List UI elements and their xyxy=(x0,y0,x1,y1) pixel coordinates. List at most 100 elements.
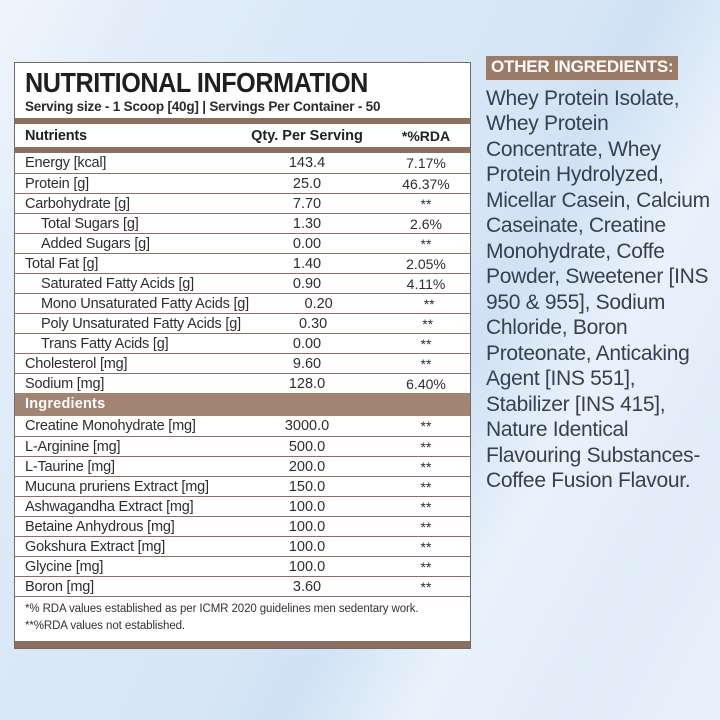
cell-qty-per-serving: 200.0 xyxy=(288,458,326,475)
other-ingredients-panel: OTHER INGREDIENTS: Whey Protein Isolate,… xyxy=(486,56,716,494)
cell-rda-percent: ** xyxy=(420,235,432,252)
cell-qty-per-serving: 9.60 xyxy=(292,355,322,372)
cell-rda-percent: ** xyxy=(420,458,432,475)
other-ingredients-heading: OTHER INGREDIENTS: xyxy=(486,56,679,80)
cell-qty-per-serving: 0.00 xyxy=(292,335,322,352)
ingredients-rows: Creatine Monohydrate [mg] 3000.0 ** L-Argin… xyxy=(15,416,470,596)
cell-qty-per-serving: 25.0 xyxy=(292,175,322,192)
table-row: L-Taurine [mg] 200.0 ** xyxy=(15,456,470,476)
table-row: Carbohydrate [g] 7.70 ** xyxy=(15,193,470,213)
cell-rda-percent: ** xyxy=(420,498,432,515)
cell-rda-percent: ** xyxy=(420,538,432,555)
cell-qty-per-serving: 3.60 xyxy=(292,578,322,595)
cell-nutrient-name: Energy [kcal] xyxy=(25,155,107,172)
cell-rda-percent: 2.6% xyxy=(410,215,442,232)
cell-rda-percent: ** xyxy=(420,335,432,352)
cell-qty-per-serving: 100.0 xyxy=(288,498,326,515)
cell-nutrient-name: Poly Unsaturated Fatty Acids [g] xyxy=(41,315,241,332)
nutrients-rows: Energy [kcal] 143.4 7.17% Protein [g] 25.0 46… xyxy=(15,153,470,393)
cell-rda-percent: ** xyxy=(420,438,432,455)
cell-nutrient-name: L-Taurine [mg] xyxy=(25,458,115,475)
cell-rda-percent: ** xyxy=(420,418,432,435)
table-row: Glycine [mg] 100.0 ** xyxy=(15,556,470,576)
divider-bar-under-header xyxy=(15,147,470,154)
cell-rda-percent: 6.40% xyxy=(406,375,446,392)
divider-bar-top xyxy=(15,118,470,125)
cell-nutrient-name: Saturated Fatty Acids [g] xyxy=(41,275,194,292)
table-row: Gokshura Extract [mg] 100.0 ** xyxy=(15,536,470,556)
cell-nutrient-name: Gokshura Extract [mg] xyxy=(25,538,166,555)
cell-nutrient-name: Added Sugars [g] xyxy=(41,235,150,252)
cell-nutrient-name: Total Sugars [g] xyxy=(41,215,139,232)
col-header-qty-per-serving: Qty. Per Serving xyxy=(251,127,363,144)
col-header-rda: *%RDA xyxy=(401,127,451,144)
divider-bar-bottom xyxy=(15,640,470,648)
cell-nutrient-name: Carbohydrate [g] xyxy=(25,195,130,212)
cell-qty-per-serving: 150.0 xyxy=(288,478,326,495)
cell-nutrient-name: Betaine Anhydrous [mg] xyxy=(25,518,175,535)
cell-nutrient-name: Sodium [mg] xyxy=(25,375,105,392)
cell-rda-percent: ** xyxy=(423,295,435,312)
table-row: Mucuna pruriens Extract [mg] 150.0 ** xyxy=(15,476,470,496)
cell-nutrient-name: Total Fat [g] xyxy=(25,255,99,272)
cell-nutrient-name: Ashwagandha Extract [mg] xyxy=(25,498,194,515)
table-row: Trans Fatty Acids [g] 0.00 ** xyxy=(15,333,470,353)
cell-nutrient-name: Creatine Monohydrate [mg] xyxy=(25,418,196,435)
cell-nutrient-name: Cholesterol [mg] xyxy=(25,355,128,372)
table-row: Poly Unsaturated Fatty Acids [g] 0.30 ** xyxy=(15,313,470,333)
table-row: Protein [g] 25.0 46.37% xyxy=(15,173,470,193)
table-row: Ashwagandha Extract [mg] 100.0 ** xyxy=(15,496,470,516)
cell-nutrient-name: Boron [mg] xyxy=(25,578,94,595)
cell-rda-percent: ** xyxy=(420,578,432,595)
cell-rda-percent: 4.11% xyxy=(406,275,446,292)
cell-nutrient-name: Glycine [mg] xyxy=(25,558,104,575)
cell-rda-percent: ** xyxy=(420,195,432,212)
nutrition-facts-panel: NUTRITIONAL INFORMATION Serving size - 1… xyxy=(14,62,471,649)
table-row: Betaine Anhydrous [mg] 100.0 ** xyxy=(15,516,470,536)
cell-qty-per-serving: 100.0 xyxy=(288,538,326,555)
cell-rda-percent: 46.37% xyxy=(402,175,450,192)
col-header-nutrients: Nutrients xyxy=(25,127,87,144)
table-row: Boron [mg] 3.60 ** xyxy=(15,576,470,596)
footnotes: *% RDA values established as per ICMR 20… xyxy=(15,596,470,640)
cell-nutrient-name: Trans Fatty Acids [g] xyxy=(41,335,169,352)
cell-qty-per-serving: 0.20 xyxy=(304,295,333,312)
cell-rda-percent: ** xyxy=(420,478,432,495)
table-row: Total Fat [g] 1.40 2.05% xyxy=(15,253,470,273)
table-row: Added Sugars [g] 0.00 ** xyxy=(15,233,470,253)
panel-title: NUTRITIONAL INFORMATION xyxy=(25,67,368,98)
panel-header: NUTRITIONAL INFORMATION Serving size - 1… xyxy=(15,63,470,118)
cell-qty-per-serving: 143.4 xyxy=(288,155,326,172)
table-header-row: Nutrients Qty. Per Serving *%RDA xyxy=(15,124,470,147)
cell-qty-per-serving: 0.90 xyxy=(292,275,322,292)
cell-qty-per-serving: 128.0 xyxy=(288,375,326,392)
footnote-rda-established: *% RDA values established as per ICMR 20… xyxy=(25,603,419,616)
cell-nutrient-name: Mono Unsaturated Fatty Acids [g] xyxy=(41,295,249,312)
cell-nutrient-name: Protein [g] xyxy=(25,175,89,192)
table-row: L-Arginine [mg] 500.0 ** xyxy=(15,436,470,456)
ingredients-section-header: Ingredients xyxy=(15,393,470,417)
footnote-rda-not-established: **%RDA values not established. xyxy=(25,620,186,633)
cell-rda-percent: 2.05% xyxy=(406,255,446,272)
table-row: Total Sugars [g] 1.30 2.6% xyxy=(15,213,470,233)
cell-qty-per-serving: 500.0 xyxy=(288,438,326,455)
serving-info: Serving size - 1 Scoop [40g] | Servings … xyxy=(25,99,381,115)
table-row: Mono Unsaturated Fatty Acids [g] 0.20 ** xyxy=(15,293,470,313)
table-row: Energy [kcal] 143.4 7.17% xyxy=(15,153,470,173)
cell-rda-percent: ** xyxy=(420,558,432,575)
cell-qty-per-serving: 0.30 xyxy=(298,315,328,332)
cell-qty-per-serving: 7.70 xyxy=(292,195,322,212)
other-ingredients-text: Whey Protein Isolate, Whey Protein Conce… xyxy=(486,86,710,493)
cell-rda-percent: ** xyxy=(422,315,434,332)
table-row: Cholesterol [mg] 9.60 ** xyxy=(15,353,470,373)
cell-qty-per-serving: 1.30 xyxy=(292,215,322,232)
table-row: Sodium [mg] 128.0 6.40% xyxy=(15,373,470,393)
cell-rda-percent: ** xyxy=(420,518,432,535)
cell-qty-per-serving: 3000.0 xyxy=(284,418,330,435)
cell-nutrient-name: Mucuna pruriens Extract [mg] xyxy=(25,478,209,495)
cell-rda-percent: 7.17% xyxy=(406,155,446,172)
cell-qty-per-serving: 0.00 xyxy=(292,235,322,252)
cell-qty-per-serving: 100.0 xyxy=(288,518,326,535)
